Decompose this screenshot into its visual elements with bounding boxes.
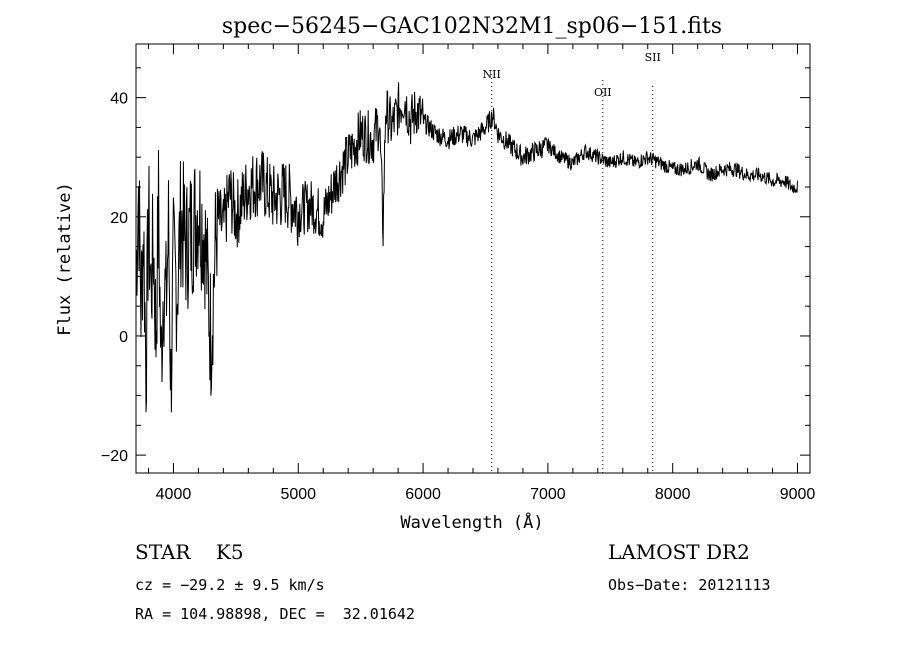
class-label: STAR <box>135 540 191 564</box>
spectral-class: STAR K5 <box>135 540 244 564</box>
y-tick-label: 20 <box>110 210 128 227</box>
y-tick-label: 0 <box>119 329 128 346</box>
x-tick-label: 9000 <box>780 486 816 503</box>
chart-title: spec−56245−GAC102N32M1_sp06−151.fits <box>222 14 722 39</box>
emission-line-label: SII <box>645 51 661 64</box>
y-tick-label: −20 <box>101 448 128 465</box>
emission-line-markers: NII OII SII <box>483 51 661 473</box>
y-axis-label: Flux (relative) <box>55 182 75 336</box>
y-tick-label: 40 <box>110 91 128 108</box>
redshift-text: cz = −29.2 ± 9.5 km/s <box>135 576 325 594</box>
x-tick-label: 7000 <box>530 486 566 503</box>
emission-line-label: OII <box>594 86 612 99</box>
coordinates-text: RA = 104.98898, DEC = 32.01642 <box>135 605 415 623</box>
x-tick-label: 6000 <box>405 486 441 503</box>
subclass-label: K5 <box>215 540 244 564</box>
x-tick-label: 4000 <box>156 486 192 503</box>
spectrum-series <box>135 82 798 413</box>
survey-label: LAMOST DR2 <box>608 540 750 564</box>
x-tick-label: 8000 <box>655 486 691 503</box>
obs-date-text: Obs−Date: 20121113 <box>608 576 771 594</box>
spectrum-line <box>135 82 798 413</box>
x-tick-label: 5000 <box>280 486 316 503</box>
plot-frame <box>135 43 811 474</box>
x-axis-label: Wavelength (Å) <box>400 511 543 533</box>
emission-line-label: NII <box>483 68 501 81</box>
